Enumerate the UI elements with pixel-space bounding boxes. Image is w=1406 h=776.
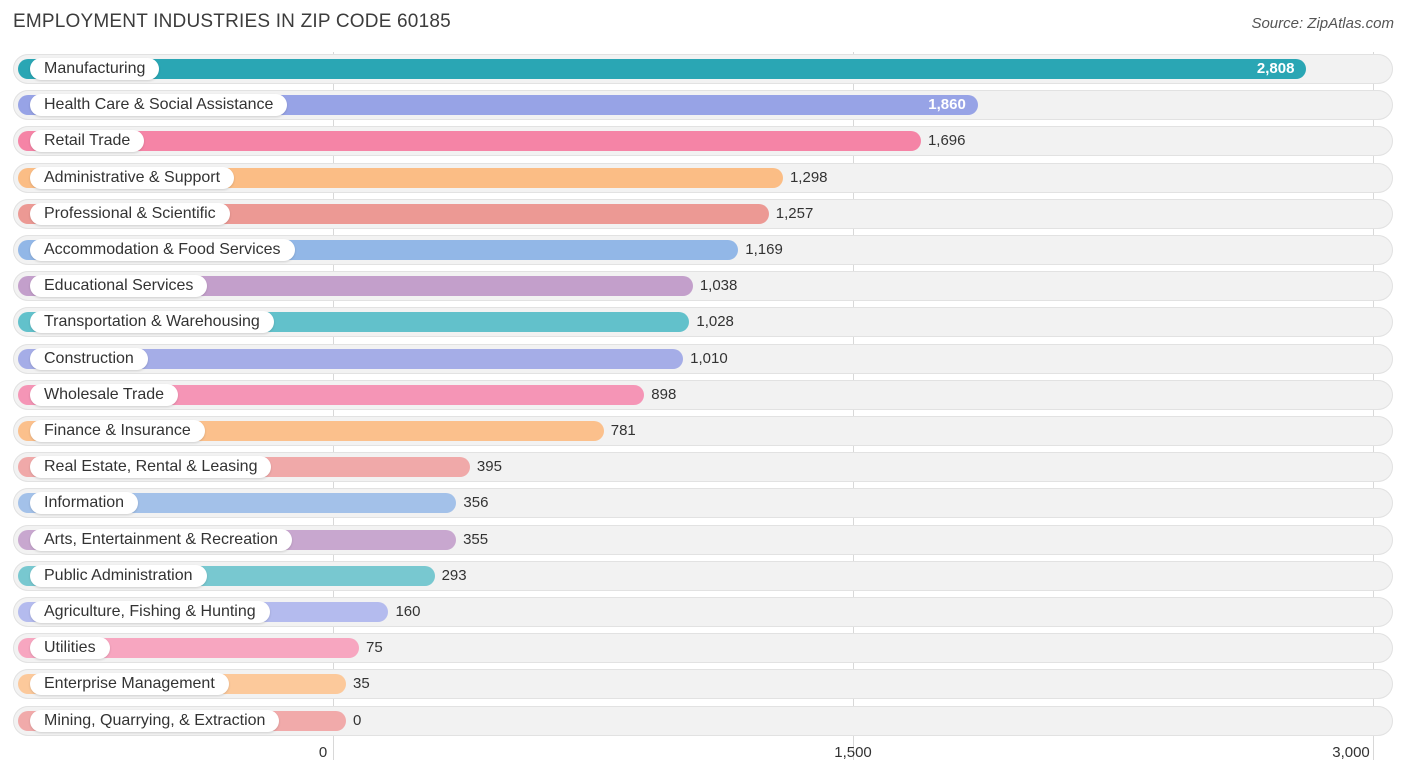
chart-source: Source: ZipAtlas.com	[1251, 15, 1394, 32]
category-label: Utilities	[30, 637, 110, 660]
chart-title: EMPLOYMENT INDUSTRIES IN ZIP CODE 60185	[13, 11, 451, 32]
value-label: 355	[463, 530, 489, 548]
category-label: Wholesale Trade	[30, 383, 179, 406]
value-label: 1,257	[775, 204, 814, 222]
value-label: 1,298	[789, 168, 828, 186]
category-label: Construction	[30, 347, 148, 370]
value-label: 356	[463, 494, 489, 512]
category-label: Mining, Quarrying, & Extraction	[30, 709, 280, 732]
value-label: 35	[353, 675, 370, 693]
x-tick-label: 1,500	[834, 744, 872, 761]
category-label: Real Estate, Rental & Leasing	[30, 456, 272, 479]
value-label: 160	[395, 603, 421, 620]
x-tick-label: 3,000	[1332, 744, 1370, 761]
value-label: 2,808	[1256, 60, 1295, 77]
bar	[18, 348, 684, 369]
category-label: Agriculture, Fishing & Hunting	[30, 601, 270, 623]
value-label: 1,860	[928, 96, 966, 114]
category-label: Professional & Scientific	[30, 202, 230, 225]
value-label: 898	[651, 385, 677, 403]
value-label: 395	[476, 458, 502, 476]
value-label: 1,010	[690, 349, 728, 367]
category-label: Information	[30, 492, 139, 515]
category-label: Transportation & Warehousing	[30, 311, 274, 334]
category-label: Educational Services	[30, 275, 208, 298]
value-label: 1,169	[745, 241, 783, 258]
value-label: 781	[610, 422, 636, 439]
category-label: Public Administration	[30, 564, 207, 587]
category-label: Enterprise Management	[30, 673, 229, 696]
value-label: 1,028	[696, 313, 734, 331]
value-label: 75	[366, 639, 383, 657]
category-label: Finance & Insurance	[30, 420, 205, 442]
bar	[18, 59, 1307, 79]
x-tick-label: 0	[318, 744, 328, 761]
value-label: 293	[441, 566, 467, 584]
value-label: 1,696	[927, 132, 966, 150]
value-label: 1,038	[699, 277, 738, 295]
category-label: Accommodation & Food Services	[30, 239, 295, 261]
category-label: Manufacturing	[30, 58, 160, 80]
category-label: Arts, Entertainment & Recreation	[30, 528, 292, 551]
category-label: Administrative & Support	[30, 166, 235, 189]
category-label: Health Care & Social Assistance	[30, 94, 288, 117]
bar	[18, 131, 921, 152]
category-label: Retail Trade	[30, 130, 145, 153]
value-label: 0	[353, 711, 362, 729]
